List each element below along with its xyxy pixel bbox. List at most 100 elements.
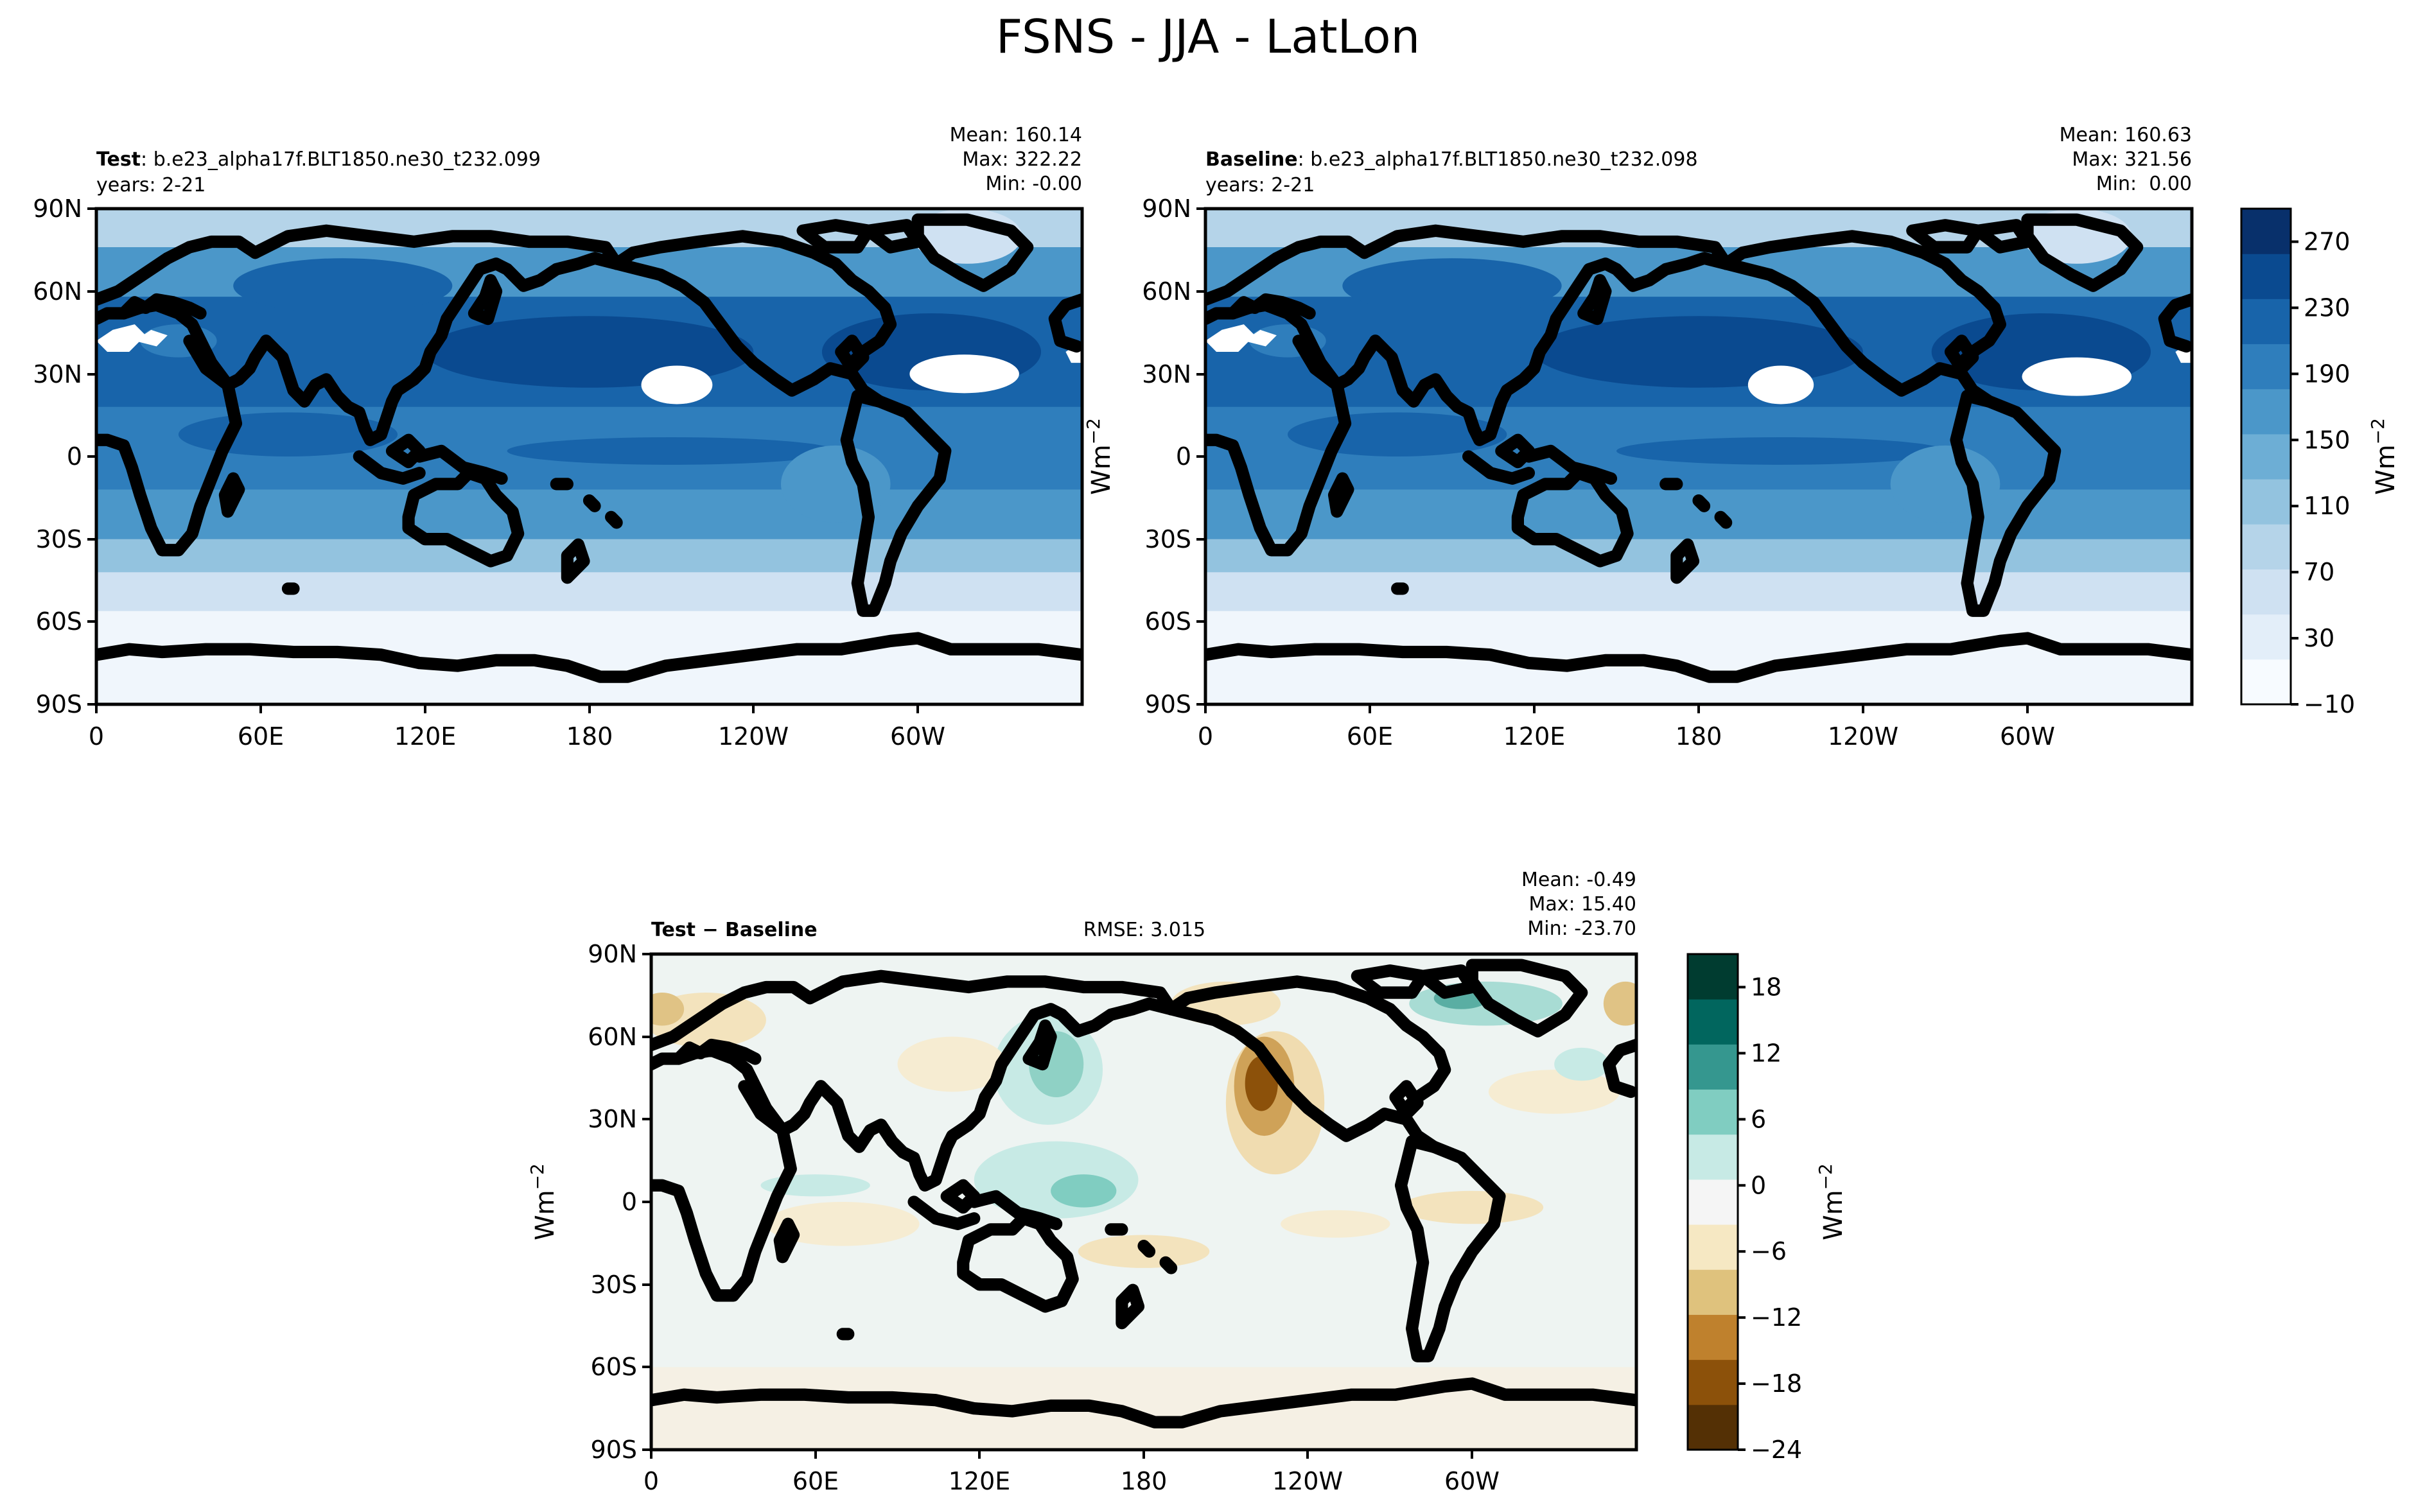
diff-stat-mean: Mean: -0.49 [1521, 869, 1636, 891]
baseline-colorbar-unit-exp: −2 [2367, 418, 2388, 444]
diff-ylabel-unit: Wm [530, 1190, 560, 1240]
baseline-name-sep: : [1298, 148, 1304, 171]
baseline-xtick-60w: 60W [2000, 722, 2055, 751]
baseline-colorbar-tick-label: 70 [2304, 558, 2334, 586]
baseline-colorbar-tick-label: 190 [2304, 360, 2350, 388]
diff-colorbar-tick-label: 0 [1751, 1171, 1766, 1199]
diff-colorbar-segment [1688, 1044, 1738, 1090]
diff-colorbar-segment [1688, 954, 1738, 1000]
baseline-colorbar-segment [2241, 659, 2291, 705]
diff-colorbar-tick-label: −18 [1751, 1369, 1802, 1398]
baseline-xtick-0: 0 [1198, 722, 1213, 751]
baseline-colorbar-unit: Wm [2371, 444, 2401, 495]
baseline-xtick-180: 180 [1676, 722, 1722, 751]
diff-colorbar-ticks: 18 12 6 0 −6 −12 −18 −24 [1738, 973, 1802, 1464]
baseline-colorbar-tick-label: 110 [2304, 492, 2350, 520]
baseline-ytick-60s: 60S [1145, 607, 1191, 636]
diff-xtick-180: 180 [1121, 1467, 1168, 1495]
diff-y-axis: 90N 60N 30N 0 30S 60S 90S [588, 940, 651, 1464]
diff-xtick-60e: 60E [792, 1467, 839, 1495]
baseline-panel-heading: Baseline: b.e23_alpha17f.BLT1850.ne30_t2… [1205, 148, 1698, 171]
baseline-years: years: 2-21 [1205, 174, 1315, 196]
test-xtick-120w: 120W [718, 722, 789, 751]
diff-colorbar: 18 12 6 0 −6 −12 −18 −24 Wm−2 [1686, 953, 1848, 1464]
diff-colorbar-label: Wm−2 [1815, 1163, 1848, 1240]
baseline-xtick-120e: 120E [1503, 722, 1566, 751]
test-ytick-90n: 90N [33, 195, 82, 223]
diff-ytick-60s: 60S [591, 1353, 637, 1381]
diff-ytick-60n: 60N [588, 1023, 637, 1051]
test-case-name: b.e23_alpha17f.BLT1850.ne30_t232.099 [153, 148, 541, 171]
diff-colorbar-frame [1686, 953, 1739, 1451]
test-name-sep: : [141, 148, 147, 171]
baseline-colorbar-segment [2241, 388, 2291, 435]
baseline-name-label: Baseline [1205, 148, 1298, 171]
diff-colorbar-tick-label: −24 [1751, 1436, 1802, 1464]
baseline-colorbar-segment [2241, 343, 2291, 390]
baseline-x-axis: 0 60E 120E 180 120W 60W [1198, 704, 2055, 751]
diff-stat-min: Min: -23.70 [1527, 917, 1636, 940]
baseline-colorbar-tick-label: −10 [2304, 690, 2355, 718]
baseline-colorbar-segment [2241, 479, 2291, 525]
diff-colorbar-tick-label: 12 [1751, 1039, 1781, 1067]
test-x-axis: 0 60E 120E 180 120W 60W [89, 704, 945, 751]
diff-ylabel: Wm−2 [527, 1163, 560, 1240]
test-xtick-180: 180 [566, 722, 613, 751]
baseline-colorbar: 270 230 190 150 110 70 30 −10 Wm−2 [2240, 207, 2401, 718]
baseline-stat-min: Min: 0.00 [2096, 173, 2192, 195]
baseline-map [1205, 209, 2192, 704]
diff-colorbar-tick-label: 6 [1751, 1105, 1766, 1133]
baseline-ytick-0: 0 [1176, 442, 1191, 471]
baseline-ytick-90s: 90S [1145, 690, 1191, 718]
diff-colorbar-segment [1688, 1134, 1738, 1180]
diff-stat-max: Max: 15.40 [1528, 893, 1636, 916]
diff-ytick-30n: 30N [588, 1105, 637, 1133]
baseline-colorbar-segment [2241, 433, 2291, 480]
test-xtick-60e: 60E [238, 722, 284, 751]
diff-colorbar-segment [1688, 1179, 1738, 1225]
test-stat-mean: Mean: 160.14 [950, 124, 1082, 146]
baseline-case-name: b.e23_alpha17f.BLT1850.ne30_t232.098 [1310, 148, 1697, 171]
test-stat-max: Max: 322.22 [962, 148, 1082, 171]
baseline-xtick-120w: 120W [1828, 722, 1898, 751]
diff-colorbar-segment [1688, 1224, 1738, 1270]
baseline-colorbar-ticks: 270 230 190 150 110 70 30 −10 [2291, 227, 2355, 718]
panel-test: Test: b.e23_alpha17f.BLT1850.ne30_t232.0… [33, 124, 1084, 751]
test-ytick-60s: 60S [36, 607, 82, 636]
test-xtick-60w: 60W [890, 722, 945, 751]
test-ytick-90s: 90S [36, 690, 82, 718]
test-years: years: 2-21 [96, 174, 206, 196]
baseline-ytick-30s: 30S [1145, 525, 1191, 553]
diff-ytick-30s: 30S [591, 1271, 637, 1299]
test-panel-heading: Test: b.e23_alpha17f.BLT1850.ne30_t232.0… [96, 148, 541, 171]
baseline-colorbar-tick-label: 30 [2304, 624, 2334, 652]
baseline-colorbar-frame [2240, 207, 2292, 706]
test-map [96, 209, 1082, 704]
diff-colorbar-unit: Wm [1819, 1190, 1848, 1240]
baseline-colorbar-segment [2241, 614, 2291, 660]
diff-rmse: RMSE: 3.015 [1083, 919, 1205, 941]
baseline-stat-max: Max: 321.56 [2072, 148, 2192, 171]
panel-baseline: Baseline: b.e23_alpha17f.BLT1850.ne30_t2… [1142, 124, 2401, 751]
baseline-stat-mean: Mean: 160.63 [2060, 124, 2192, 146]
test-y-axis: 90N 60N 30N 0 30S 60S 90S [33, 195, 96, 718]
test-ytick-60n: 60N [33, 277, 82, 306]
test-ytick-30s: 30S [36, 525, 82, 553]
baseline-ytick-60n: 60N [1142, 277, 1191, 306]
baseline-ytick-30n: 30N [1142, 360, 1191, 388]
diff-ylabel-exp: −2 [527, 1163, 548, 1190]
baseline-colorbar-segment [2241, 254, 2291, 299]
diff-colorbar-tick-label: 18 [1751, 973, 1781, 1001]
diff-colorbar-segment [1688, 999, 1738, 1045]
baseline-colorbar-segments [2241, 209, 2291, 705]
diff-map [651, 954, 1636, 1450]
diff-xtick-0: 0 [643, 1467, 659, 1495]
diff-xtick-120w: 120W [1272, 1467, 1343, 1495]
test-stat-min: Min: -0.00 [986, 173, 1083, 195]
baseline-colorbar-segment [2241, 524, 2291, 569]
baseline-colorbar-segment [2241, 209, 2291, 254]
baseline-ytick-90n: 90N [1142, 195, 1191, 223]
test-xtick-120e: 120E [394, 722, 457, 751]
diff-colorbar-unit-exp: −2 [1815, 1163, 1836, 1190]
